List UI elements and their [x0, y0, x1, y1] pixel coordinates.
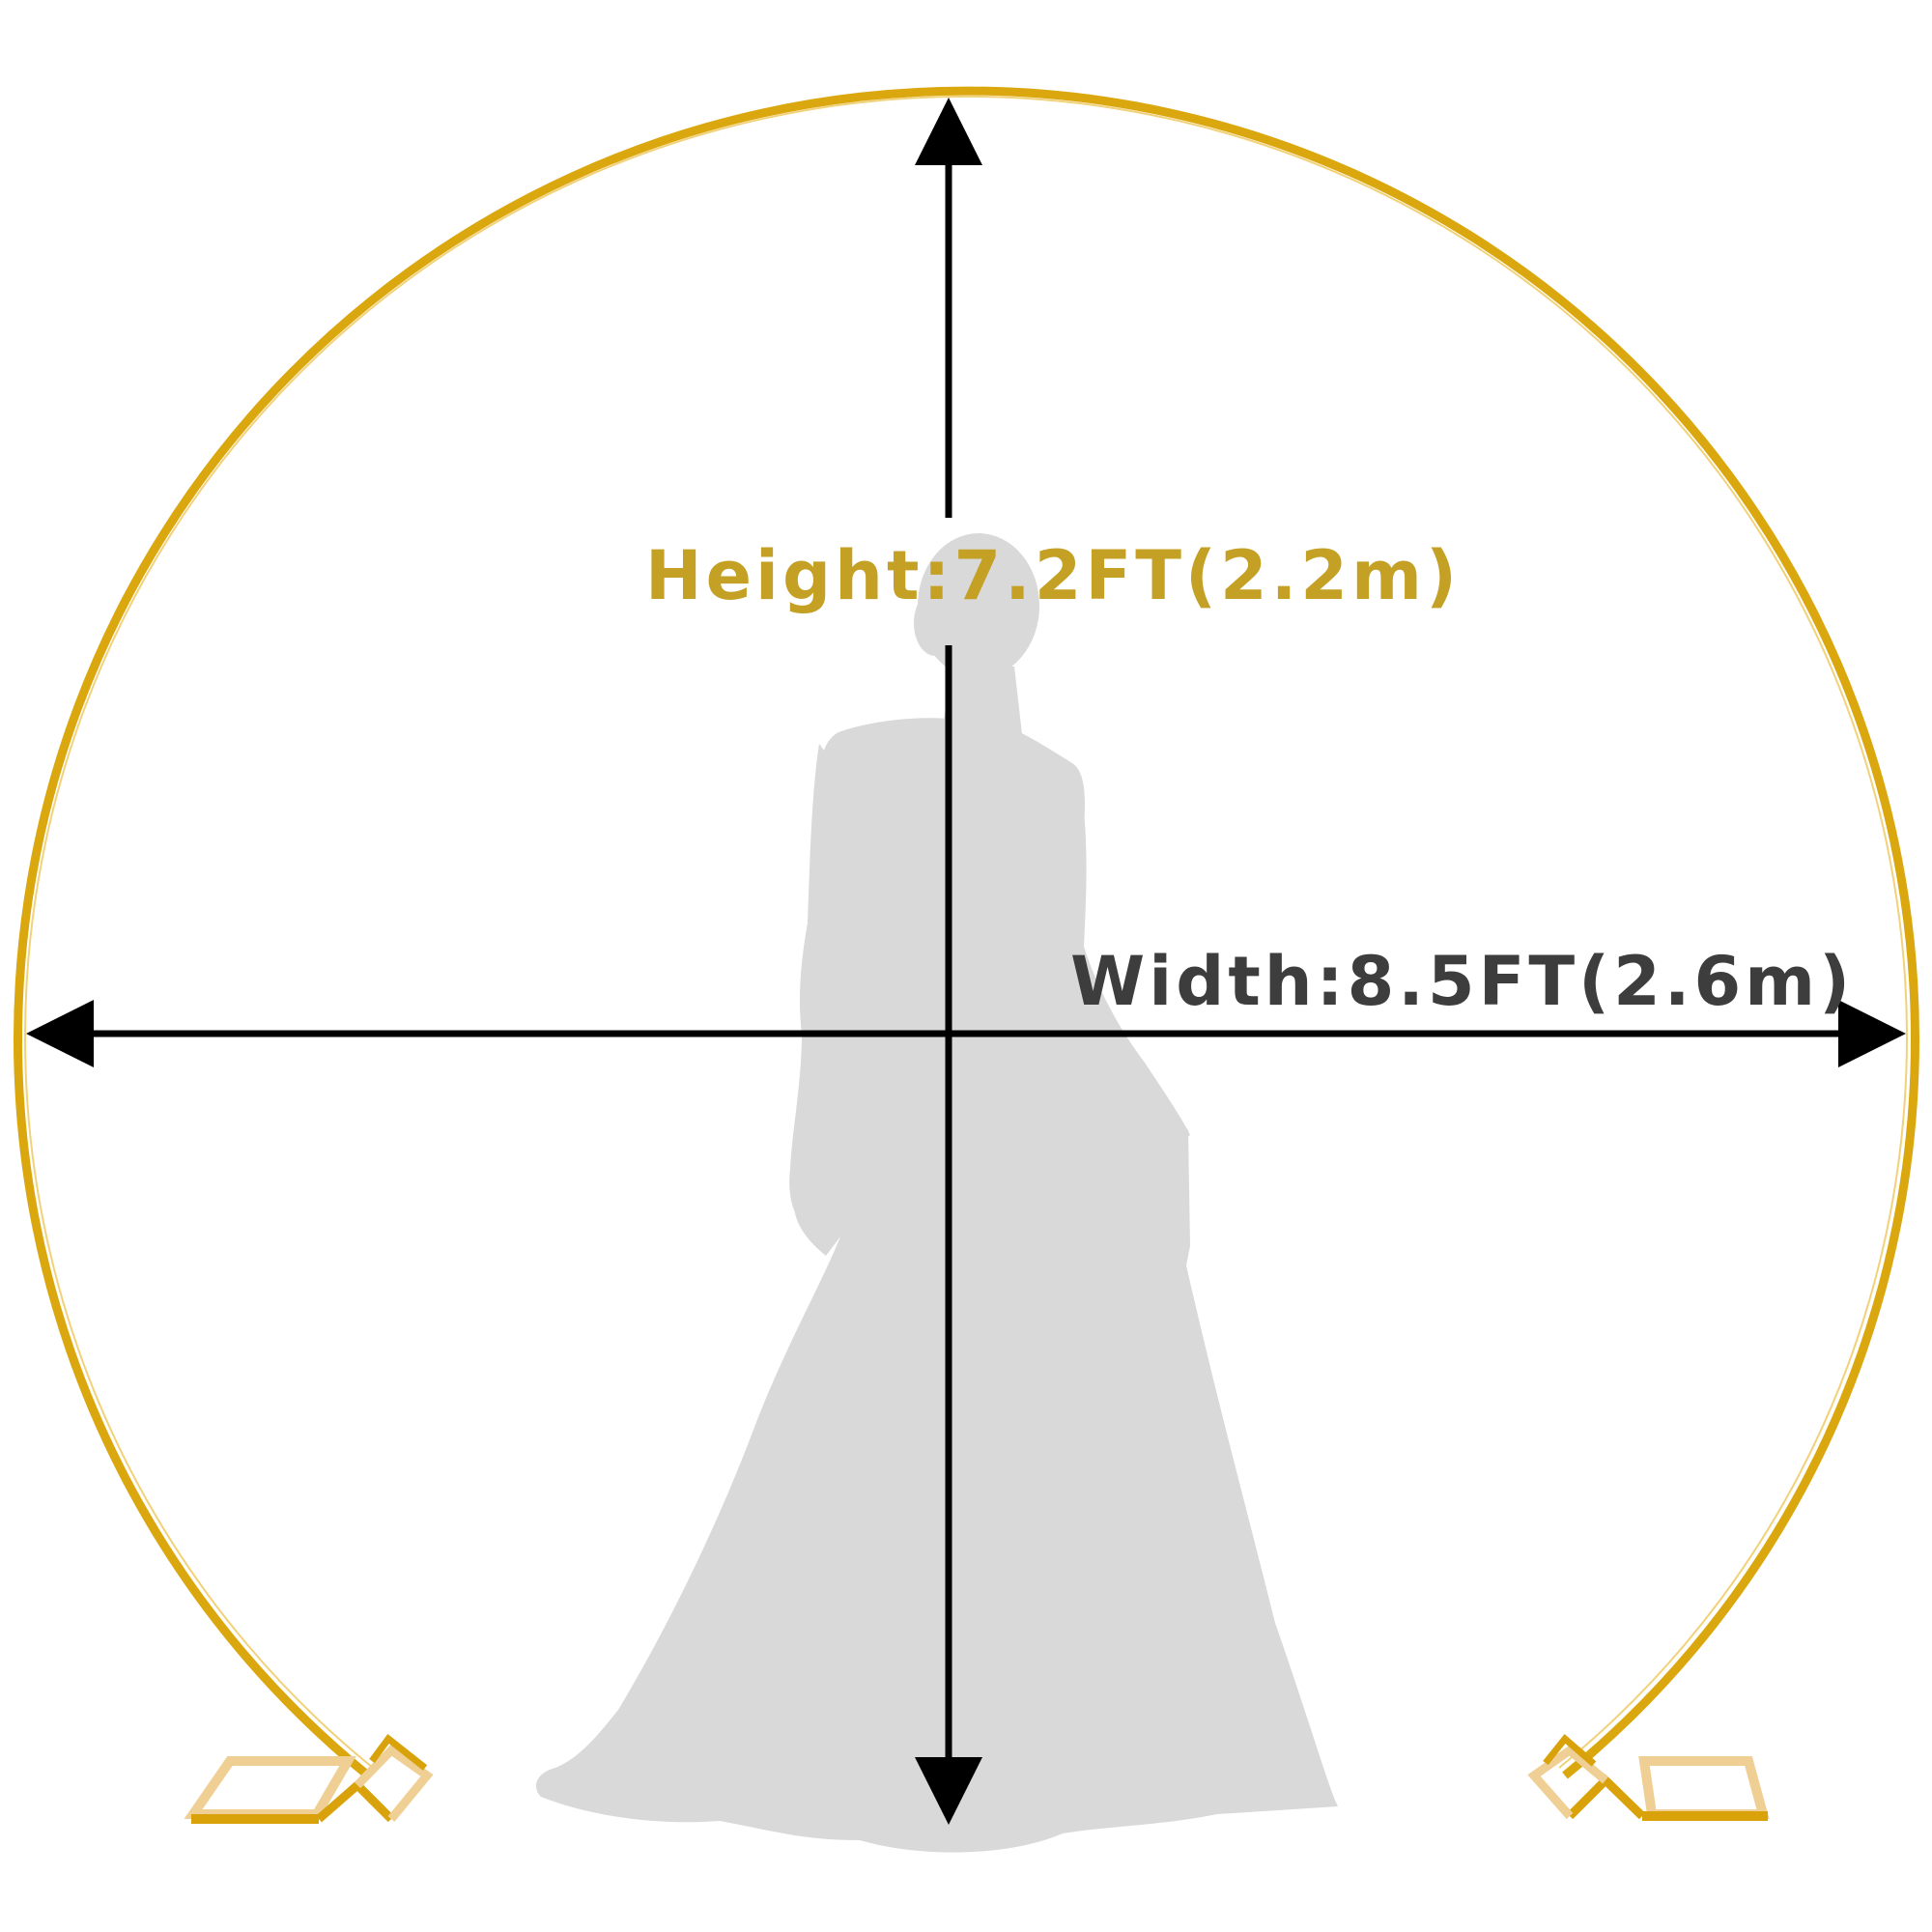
- width-label: Width:8.5FT(2.6m): [1070, 942, 1854, 1021]
- round-arch-frame: [14, 86, 1919, 1779]
- right-base-icon: [1527, 1733, 1770, 1821]
- height-label: Height:7.2FT(2.2m): [645, 536, 1461, 615]
- bride-silhouette-icon: [536, 533, 1338, 1853]
- left-base-icon: [184, 1734, 434, 1824]
